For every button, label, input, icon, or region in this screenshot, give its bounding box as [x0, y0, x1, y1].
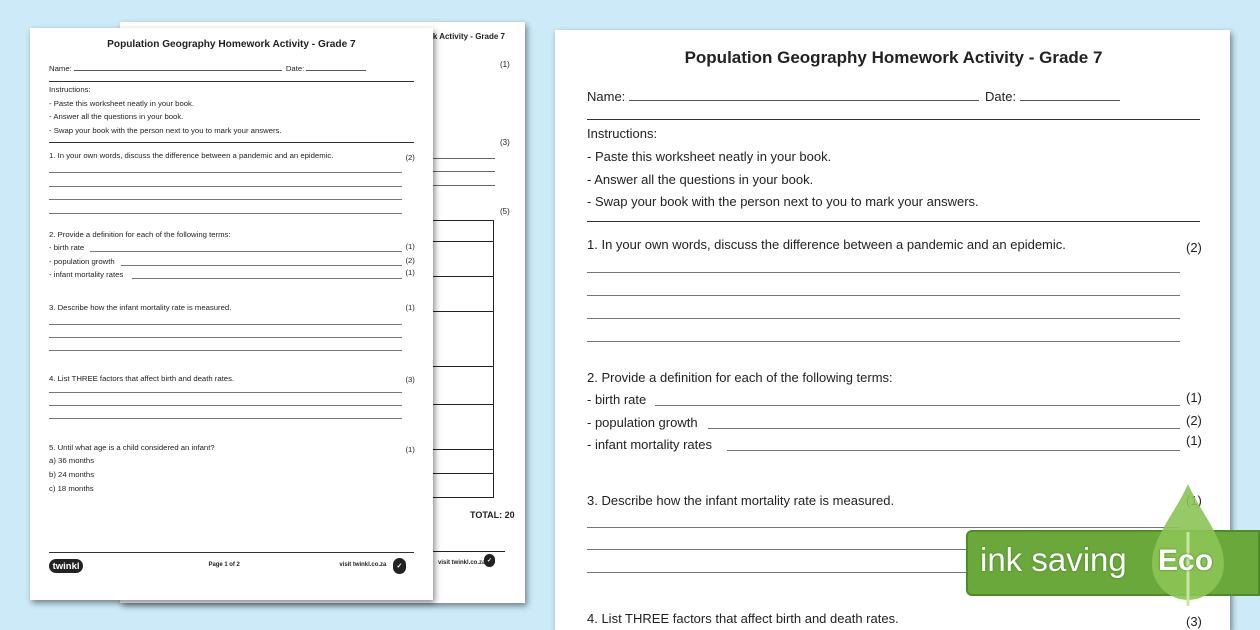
name-field[interactable]: Name: — [49, 63, 283, 73]
page-number: Page 1 of 2 — [208, 562, 240, 569]
marks: (3) — [405, 375, 415, 385]
instruction: - Answer all the questions in your book. — [49, 112, 184, 122]
marks: (2) — [405, 152, 415, 162]
name-field[interactable]: Name: — [587, 88, 979, 104]
question-2: 2. Provide a definition for each of the … — [587, 370, 893, 385]
leaf-drop-icon — [1152, 484, 1224, 606]
date-field[interactable]: Date: — [286, 63, 366, 73]
question-2: 2. Provide a definition for each of the … — [49, 230, 231, 240]
instructions-heading: Instructions: — [587, 126, 658, 141]
footer-visit: visit twinkl.co.za — [339, 562, 387, 569]
instruction: - Paste this worksheet neatly in your bo… — [49, 98, 195, 108]
name-label: Name: — [49, 63, 72, 73]
question-4: 4. List THREE factors that affect birth … — [587, 611, 899, 626]
term-infant-mortality: - infant mortality rates — [587, 437, 712, 452]
term-population-growth: - population growth — [587, 415, 698, 430]
date-label: Date: — [985, 89, 1017, 104]
back-mark: (3) — [500, 138, 510, 147]
name-label: Name: — [587, 89, 626, 104]
term-infant-mortality: - infant mortality rates — [49, 270, 124, 280]
question-1: 1. In your own words, discuss the differ… — [587, 237, 1066, 252]
marks: (1) — [405, 444, 415, 454]
question-4: 4. List THREE factors that affect birth … — [49, 373, 235, 383]
page-title: Population Geography Homework Activity -… — [107, 38, 356, 50]
marks: (2) — [1186, 240, 1202, 255]
date-label: Date: — [285, 63, 305, 73]
footer-visit: visit twinkl.co.za — [438, 560, 486, 566]
worksheet-page-1-thumbnail: Population Geography Homework Activity -… — [30, 28, 433, 600]
ink-saving-label: ink saving — [980, 541, 1127, 578]
marks: (2) — [1186, 413, 1202, 428]
instruction: - Answer all the questions in your book. — [587, 172, 814, 187]
option: a) 36 months — [49, 456, 95, 466]
marks: (1) — [1186, 390, 1202, 405]
total-score: TOTAL: 20 — [470, 510, 515, 520]
back-mark: (1) — [500, 60, 510, 69]
twinkl-logo: twinkl — [49, 559, 84, 573]
option: b) 24 months — [49, 470, 95, 480]
term-population-growth: - population growth — [49, 257, 115, 267]
badge-logo-icon: ✓ — [484, 554, 496, 567]
page-title: Population Geography Homework Activity -… — [684, 48, 1103, 67]
term-birth-rate: - birth rate — [587, 392, 647, 407]
marks: (3) — [1186, 614, 1202, 629]
marks: (1) — [405, 267, 415, 277]
marks: (1) — [405, 303, 415, 313]
marks: (1) — [405, 242, 415, 252]
question-3: 3. Describe how the infant mortality rat… — [49, 303, 232, 313]
option: c) 18 months — [49, 483, 94, 493]
term-birth-rate: - birth rate — [49, 243, 85, 253]
question-3: 3. Describe how the infant mortality rat… — [587, 493, 895, 508]
instruction: - Swap your book with the person next to… — [49, 125, 282, 135]
date-field[interactable]: Date: — [985, 88, 1120, 104]
eco-label: Eco — [1158, 544, 1214, 577]
marks: (1) — [1186, 433, 1202, 448]
back-mark: (5) — [500, 207, 510, 216]
instruction: - Swap your book with the person next to… — [587, 194, 979, 209]
instruction: - Paste this worksheet neatly in your bo… — [587, 149, 832, 164]
badge-logo-icon: ✓ — [392, 557, 407, 574]
marks: (2) — [405, 255, 415, 265]
instructions-heading: Instructions: — [49, 85, 91, 95]
question-1: 1. In your own words, discuss the differ… — [49, 151, 334, 161]
question-5: 5. Until what age is a child considered … — [49, 442, 215, 452]
